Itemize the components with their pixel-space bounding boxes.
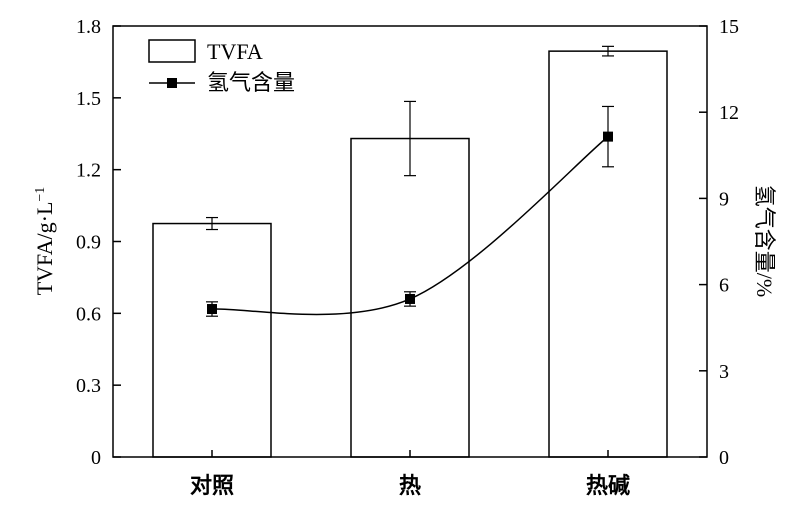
- right-tick-label: 3: [719, 361, 729, 383]
- right-tick-label: 15: [719, 16, 739, 38]
- right-axis-ticks: 0 3 6 9 12 15: [699, 16, 739, 469]
- left-axis-label: TVFA/g·L−1: [32, 187, 57, 296]
- line-marker: [603, 131, 613, 142]
- right-tick-label: 6: [719, 275, 729, 297]
- left-tick-label: 1.8: [76, 16, 101, 38]
- right-tick-label: 0: [719, 447, 729, 469]
- legend-line-marker: [167, 78, 177, 88]
- left-tick-label: 1.5: [76, 88, 101, 110]
- bars: [152, 45, 668, 458]
- left-axis-label-superscript: −1: [33, 187, 48, 202]
- left-tick-label: 0.9: [76, 232, 101, 254]
- left-tick-label: 1.2: [76, 160, 101, 182]
- bar: [152, 222, 272, 458]
- category-labels: 对照 热 热碱: [190, 450, 630, 498]
- x-tick-label: 对照: [190, 473, 234, 498]
- legend-line-label: 氢气含量: [207, 70, 295, 95]
- line-marker: [207, 304, 217, 315]
- plot-frame: [112, 25, 708, 458]
- right-tick-label: 9: [719, 188, 729, 210]
- line-series: [206, 105, 614, 317]
- left-tick-label: 0: [91, 447, 101, 469]
- right-axis-label: 氢气含量/%: [752, 185, 777, 297]
- legend: TVFA 氢气含量: [148, 39, 295, 95]
- left-axis-ticks: 0 0.3 0.6 0.9 1.2 1.5 1.8: [76, 16, 121, 469]
- left-tick-label: 0.6: [76, 303, 101, 325]
- x-tick-label: 热碱: [586, 473, 630, 498]
- x-tick-label: 热: [399, 473, 421, 498]
- line-marker: [405, 293, 415, 304]
- legend-bar-label: TVFA: [207, 39, 263, 64]
- left-tick-label: 0.3: [76, 375, 101, 397]
- right-tick-label: 12: [719, 102, 739, 124]
- legend-bar-swatch: [148, 39, 196, 63]
